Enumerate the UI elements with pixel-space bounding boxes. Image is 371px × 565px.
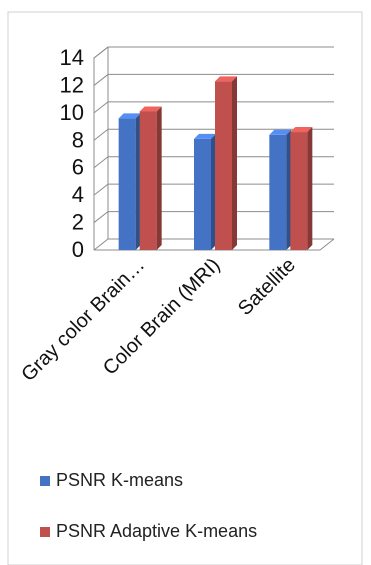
x-tick-label: Gray color Brain… bbox=[17, 254, 149, 386]
bar-front bbox=[269, 134, 287, 250]
floor-edge bbox=[94, 238, 335, 251]
legend-swatch-adaptive bbox=[40, 526, 50, 537]
bar-front bbox=[139, 111, 157, 250]
y-tick-label: 0 bbox=[72, 237, 84, 262]
y-tick-label: 14 bbox=[60, 45, 84, 70]
bar bbox=[194, 133, 216, 250]
bar-side bbox=[232, 76, 237, 250]
bar bbox=[269, 129, 292, 250]
chart-border bbox=[7, 11, 363, 565]
gridline bbox=[93, 73, 334, 86]
bar bbox=[290, 127, 313, 250]
legend-label-kmeans: PSNR K-means bbox=[56, 470, 184, 490]
gridlines bbox=[93, 46, 334, 251]
bar-top bbox=[194, 133, 216, 139]
y-tick-label: 8 bbox=[72, 127, 84, 152]
y-tick-label: 4 bbox=[72, 182, 84, 207]
gridline bbox=[93, 101, 334, 114]
gridline bbox=[93, 211, 334, 223]
bars bbox=[118, 76, 313, 250]
bar-front bbox=[290, 132, 308, 250]
gridline bbox=[93, 156, 334, 169]
gridline bbox=[93, 46, 334, 59]
legend-item-adaptive: PSNR Adaptive K-means bbox=[40, 521, 257, 542]
bar-front bbox=[194, 138, 211, 250]
bar bbox=[118, 113, 141, 250]
bar-side bbox=[307, 127, 313, 250]
y-tick-label: 2 bbox=[72, 210, 84, 235]
legend-label-adaptive: PSNR Adaptive K-means bbox=[56, 521, 258, 541]
x-tick-label: Satellite bbox=[234, 254, 300, 320]
bar-front bbox=[118, 118, 136, 250]
bar-side bbox=[211, 133, 216, 250]
bar bbox=[139, 106, 162, 250]
bar-top bbox=[269, 129, 292, 135]
legend-swatch-kmeans bbox=[40, 475, 50, 486]
bar-top bbox=[215, 76, 237, 82]
bar-top bbox=[290, 127, 313, 133]
side-wall-edge bbox=[93, 46, 109, 250]
y-tick-label: 10 bbox=[60, 100, 84, 125]
bar-side bbox=[286, 129, 292, 250]
bar bbox=[215, 76, 237, 250]
bar-side bbox=[135, 113, 141, 250]
x-axis-labels: Gray color Brain…Color Brain (MRI) Satell… bbox=[17, 254, 300, 386]
gridline bbox=[93, 238, 334, 251]
bar-top bbox=[118, 113, 141, 119]
gridline bbox=[93, 183, 334, 196]
y-tick-label: 6 bbox=[72, 155, 84, 180]
bar-front bbox=[215, 81, 232, 250]
bar-side bbox=[156, 106, 162, 250]
bar-top bbox=[139, 106, 162, 112]
y-tick-label: 12 bbox=[60, 72, 84, 97]
gridline bbox=[93, 128, 334, 141]
legend-item-kmeans: PSNR K-means bbox=[40, 470, 183, 491]
